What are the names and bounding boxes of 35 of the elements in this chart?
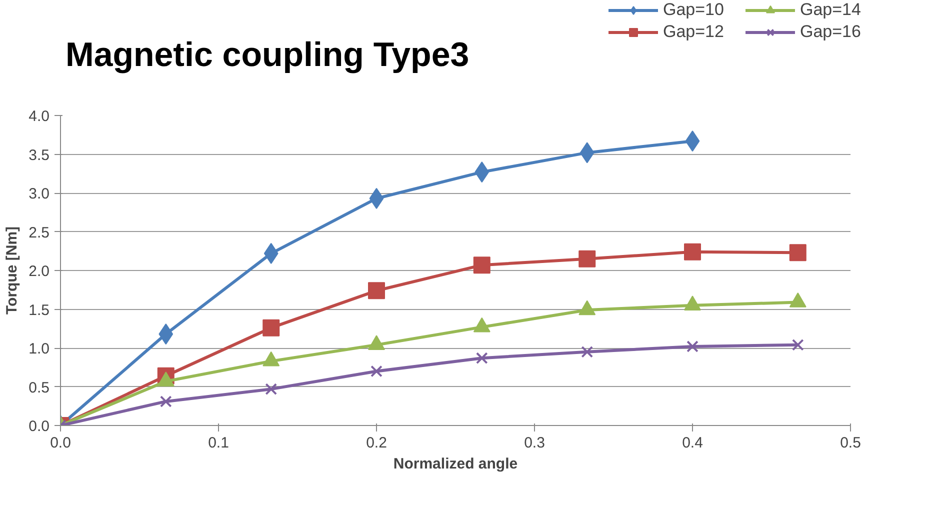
point bbox=[792, 338, 804, 351]
legend-label: Gap=10 bbox=[663, 0, 725, 20]
point bbox=[368, 282, 385, 300]
point bbox=[684, 243, 701, 260]
x-tick-label: 0.0 bbox=[50, 434, 71, 452]
point bbox=[265, 383, 278, 396]
point bbox=[789, 244, 806, 262]
y-tick-label: 3.0 bbox=[28, 186, 50, 202]
point bbox=[473, 256, 490, 274]
legend-label: Gap=14 bbox=[800, 0, 862, 20]
x-tick-label: 0.1 bbox=[208, 434, 229, 452]
x-tick-label: 0.2 bbox=[366, 434, 387, 452]
point bbox=[686, 340, 698, 352]
point bbox=[370, 365, 382, 378]
legend-label: Gap=12 bbox=[663, 22, 725, 42]
point bbox=[581, 346, 594, 358]
point bbox=[578, 250, 596, 268]
y-tick-label: 4.0 bbox=[28, 108, 50, 125]
x-tick-label: 0.5 bbox=[840, 434, 861, 452]
y-tick-label: 0.0 bbox=[28, 418, 50, 435]
y-tick-label: 1.0 bbox=[28, 340, 50, 358]
point bbox=[262, 319, 280, 336]
chart-title: Magnetic coupling Type3 bbox=[66, 36, 470, 74]
y-axis-title: Torque [Nm] bbox=[4, 226, 21, 315]
y-tick-label: 1.5 bbox=[28, 302, 50, 319]
x-tick-label: 0.4 bbox=[682, 434, 703, 452]
x-axis-title: Normalized angle bbox=[393, 456, 518, 472]
point bbox=[160, 396, 172, 408]
x-tick-label: 0.3 bbox=[524, 434, 545, 452]
y-tick-label: 2.0 bbox=[28, 263, 50, 280]
point bbox=[476, 352, 488, 364]
y-tick-label: 0.5 bbox=[28, 379, 50, 396]
legend-label: Gap=16 bbox=[800, 22, 862, 42]
y-tick-label: 2.5 bbox=[28, 224, 50, 242]
y-tick-label: 3.5 bbox=[28, 146, 50, 164]
